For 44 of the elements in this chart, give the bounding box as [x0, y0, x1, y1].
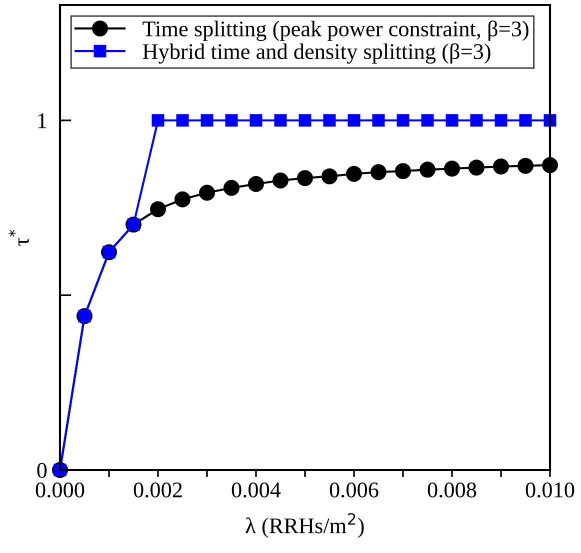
point	[224, 180, 240, 196]
legend-label: Hybrid time and density splitting (β=3)	[142, 43, 490, 64]
point	[372, 114, 385, 127]
point	[248, 176, 264, 192]
point	[470, 114, 483, 127]
point	[446, 114, 458, 127]
point	[297, 170, 313, 186]
point	[493, 158, 509, 175]
point	[199, 184, 215, 201]
point	[519, 114, 532, 127]
y-tick-label: 1	[38, 113, 46, 128]
point	[152, 114, 164, 127]
x-tick-label: 0.000	[36, 482, 84, 498]
point	[444, 160, 460, 177]
point	[174, 191, 190, 208]
point	[346, 166, 362, 182]
point	[176, 114, 189, 127]
point	[370, 164, 386, 180]
x-tick-label: 0.002	[134, 482, 182, 498]
y-tick-label: 0	[37, 462, 47, 478]
point	[200, 114, 214, 127]
point	[348, 114, 360, 127]
point	[250, 114, 262, 127]
point	[518, 158, 534, 174]
x-tick-label: 0.004	[232, 482, 281, 498]
point	[494, 114, 508, 127]
point	[150, 201, 166, 218]
point	[396, 114, 410, 127]
x-axis-title: λ (RRHs/m$^{2}$)	[246, 513, 364, 538]
x-tick-label: 0.006	[330, 482, 378, 498]
point	[322, 168, 338, 184]
y-axis-title: τ$^{*}$	[8, 230, 29, 246]
point	[468, 160, 484, 176]
point	[274, 114, 287, 127]
legend-label: Time splitting (peak power constraint, β=3)	[142, 20, 528, 41]
point	[395, 163, 411, 180]
point	[272, 172, 288, 188]
x-tick-label: 0.008	[428, 482, 476, 498]
point	[420, 162, 436, 178]
point	[421, 114, 434, 127]
point	[298, 114, 312, 127]
point	[323, 114, 336, 127]
x-tick-label: 0.010	[526, 482, 574, 498]
point	[225, 114, 238, 127]
